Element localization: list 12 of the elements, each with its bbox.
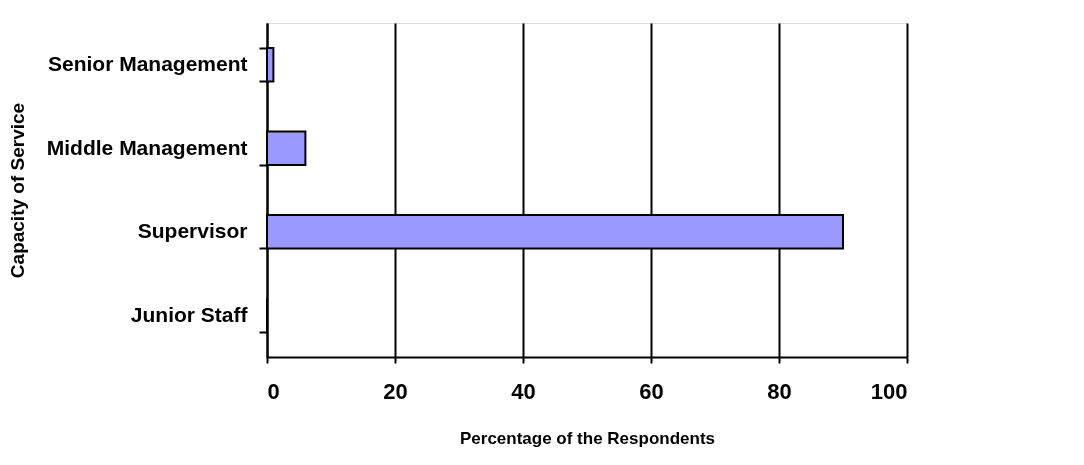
y-axis-title: Capacity of Service <box>6 102 28 279</box>
x-tick-label: 20 <box>383 378 408 404</box>
x-tick-label: 0 <box>267 378 280 404</box>
y-tick-label: Middle Management <box>46 135 248 159</box>
x-tick-label: 100 <box>870 378 908 404</box>
y-tick-label: Senior Management <box>47 52 248 76</box>
x-tick-label: 40 <box>511 378 536 404</box>
y-tick-label: Junior Staff <box>130 302 249 326</box>
x-tick-label: 80 <box>767 378 792 404</box>
y-tick-label: Supervisor <box>137 219 248 243</box>
x-tick-label: 60 <box>639 378 664 404</box>
x-axis-title: Percentage of the Respondents <box>459 428 716 448</box>
